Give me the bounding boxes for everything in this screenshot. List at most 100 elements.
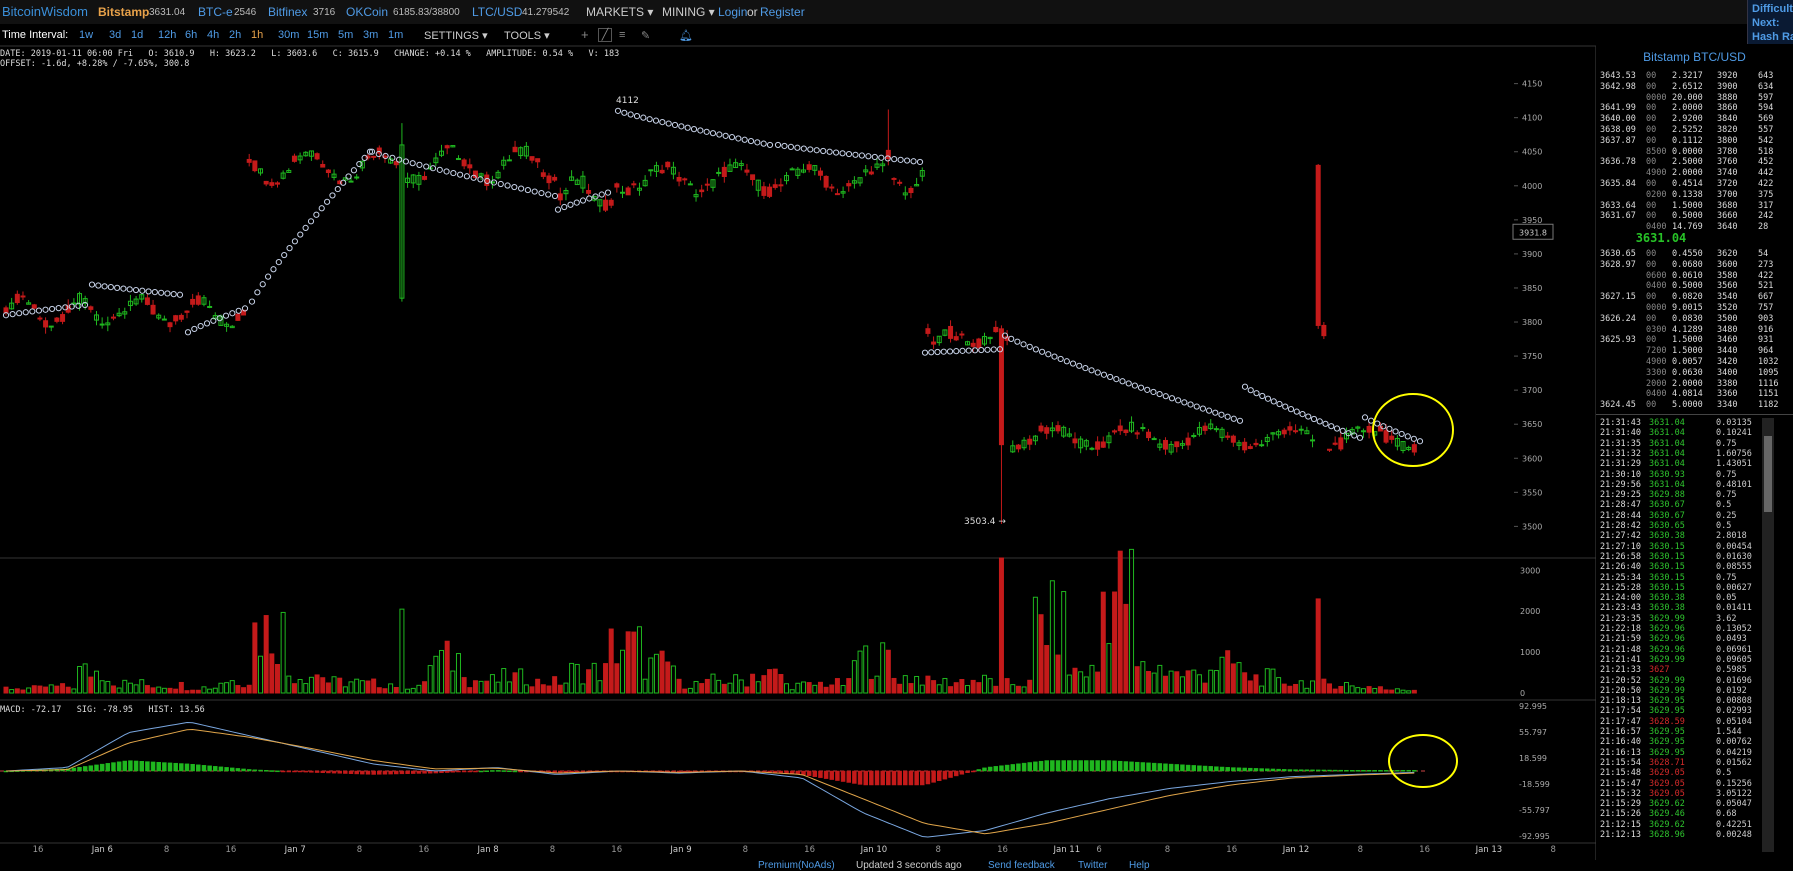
macd-hist-bar (1332, 769, 1338, 772)
interval-12h[interactable]: 12h (158, 29, 177, 41)
macd-hist-bar (1265, 768, 1270, 772)
candle-body (139, 294, 145, 300)
macd-hist-bar (829, 770, 835, 780)
price-chart[interactable]: 4150 4100 4050 4000 3950 3900 3850 3800 3750 3700… (0, 0, 1596, 860)
macd-hist-bar (1361, 770, 1366, 772)
trade-cell: 21:24:00 (1600, 593, 1641, 604)
macd-hist-bar (518, 770, 523, 773)
sar-dot (184, 329, 192, 336)
login-link[interactable]: Login (718, 5, 748, 19)
line-draw-icon[interactable]: ╱ (598, 28, 612, 42)
volume-bar (195, 689, 201, 694)
candle-body (750, 174, 756, 181)
bid-cell: 3380 (1717, 378, 1738, 389)
time-interval-label: Time Interval: (2, 29, 69, 41)
sar-dot (766, 141, 774, 149)
sar-dot (1259, 392, 1266, 400)
candle-body (840, 191, 846, 194)
trade-cell: 3631.04 (1649, 459, 1685, 470)
sar-dot (62, 304, 69, 311)
macd-hist-bar (478, 770, 484, 773)
interval-2h[interactable]: 2h (229, 29, 242, 41)
sar-dot (222, 312, 230, 319)
sar-dot (800, 145, 807, 152)
settings-menu[interactable]: SETTINGS ▾ (424, 30, 488, 42)
exchange-btce[interactable]: BTC-e (198, 5, 233, 19)
sar-dot (1119, 378, 1126, 385)
brush-icon[interactable]: ✎ (641, 30, 651, 42)
macd-hist-bar (1112, 760, 1117, 772)
candle-body (1355, 426, 1361, 429)
crosshair-icon[interactable]: + (581, 27, 589, 42)
volume-bar (337, 677, 343, 694)
sar-dot (504, 182, 511, 189)
trades-scrollbar[interactable] (1762, 418, 1774, 852)
candle-body (552, 176, 558, 181)
horizontal-lines-icon[interactable]: ≡ (619, 29, 626, 41)
candle-body (1411, 444, 1417, 453)
volume-bar (608, 628, 614, 694)
interval-5m[interactable]: 5m (338, 29, 354, 41)
sar-dot (42, 306, 49, 313)
volume-bar (823, 686, 829, 694)
mining-menu[interactable]: MINING ▾ (662, 5, 715, 19)
interval-1m[interactable]: 1m (388, 29, 404, 41)
candle-body (784, 175, 790, 182)
volume-bar (614, 663, 620, 694)
interval-4h[interactable]: 4h (207, 29, 220, 41)
interval-1w[interactable]: 1w (79, 29, 94, 41)
sar-dot (450, 169, 457, 177)
exchange-bitfinex[interactable]: Bitfinex (268, 5, 308, 19)
ask-cell: 3740 (1717, 168, 1738, 179)
premium-link[interactable]: Premium(NoAds) (758, 860, 835, 871)
macd-hist-bar (1378, 770, 1383, 772)
trade-cell: 3630.67 (1649, 510, 1685, 521)
tools-menu[interactable]: TOOLS ▾ (504, 30, 550, 42)
macd-hist-bar (976, 769, 982, 772)
volume-bar (518, 668, 524, 694)
volume-bar (308, 676, 314, 694)
ask-cell: 00 (1646, 135, 1657, 146)
site-logo[interactable]: BitcoinWisdom (2, 4, 88, 19)
interval-15m[interactable]: 15m (307, 29, 329, 41)
interval-3d[interactable]: 3d (109, 29, 122, 41)
macd-hist-bar (1293, 769, 1298, 772)
help-link[interactable]: Help (1129, 860, 1150, 871)
exchange-okcoin[interactable]: OKCoin (346, 5, 389, 19)
volume-bar (1015, 685, 1021, 694)
macd-hist-bar (1270, 768, 1276, 772)
interval-3m[interactable]: 3m (363, 29, 379, 41)
volume-bar (738, 679, 744, 694)
volume-bar (190, 689, 196, 694)
candle-body (37, 317, 43, 320)
twitter-link[interactable]: Twitter (1078, 860, 1108, 871)
exchange-bitstamp[interactable]: Bitstamp (98, 5, 150, 19)
macd-hist-bar (122, 760, 128, 772)
candle-body (263, 180, 269, 185)
volume-bar (789, 689, 795, 694)
macd-hist-bar (1123, 761, 1129, 772)
sar-dot (891, 156, 898, 163)
trade-cell: 21:25:34 (1600, 572, 1641, 583)
interval-6h[interactable]: 6h (185, 29, 198, 41)
interval-1h[interactable]: 1h (251, 29, 264, 41)
markets-menu[interactable]: MARKETS ▾ (586, 5, 654, 19)
exchange-ltcusd[interactable]: LTC/USD (472, 5, 523, 19)
price-y-tick-label: 3500 (1522, 522, 1542, 531)
interval-1d[interactable]: 1d (131, 29, 144, 41)
trade-cell: 21:17:47 (1600, 716, 1641, 727)
macd-hist-bar (897, 770, 902, 786)
difficulty-box[interactable]: Difficulty Next: Hash Rate (1747, 0, 1793, 44)
bell-icon[interactable]: 🔔︎ (679, 30, 693, 42)
price-y-tick-label: 3700 (1522, 386, 1542, 395)
interval-30m[interactable]: 30m (278, 29, 300, 41)
bid-cell: 2.0000 (1672, 378, 1703, 389)
last-price-box (1512, 223, 1554, 240)
candle-body (1400, 441, 1406, 452)
trades-scroll-thumb[interactable] (1764, 436, 1772, 512)
register-link[interactable]: Register (760, 5, 805, 19)
candle-body (1185, 437, 1191, 446)
candle-body (1129, 421, 1135, 432)
feedback-link[interactable]: Send feedback (988, 860, 1055, 871)
ask-cell: 2.6512 (1672, 81, 1703, 92)
